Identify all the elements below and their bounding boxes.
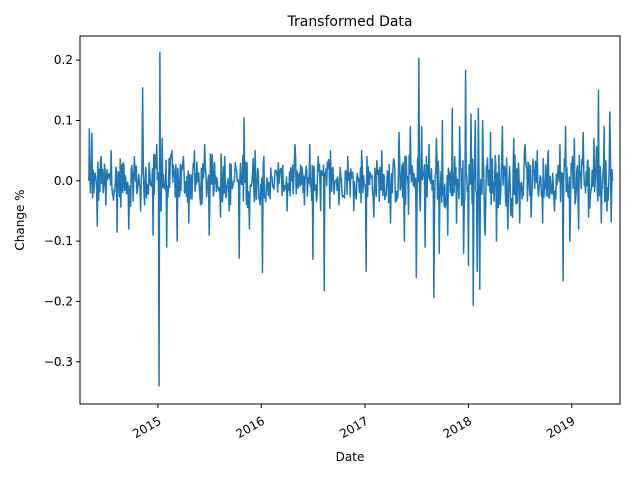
y-axis-label: Change % [13, 189, 27, 250]
y-tick-label: 0.2 [54, 53, 73, 67]
y-tick-label: 0.0 [54, 174, 73, 188]
y-axis: 0.2 0.1 0.0 −0.1 −0.2 −0.3 [44, 53, 80, 369]
plot-frame [79, 35, 621, 405]
y-tick-label: −0.1 [44, 234, 73, 248]
series-layer [87, 51, 614, 387]
chart-title: Transformed Data [286, 14, 412, 30]
x-axis-label: Date [336, 450, 365, 464]
y-tick-label: 0.1 [54, 113, 73, 127]
series-line [87, 51, 614, 387]
y-tick-label: −0.3 [44, 355, 73, 369]
y-tick-label: −0.2 [44, 294, 73, 308]
